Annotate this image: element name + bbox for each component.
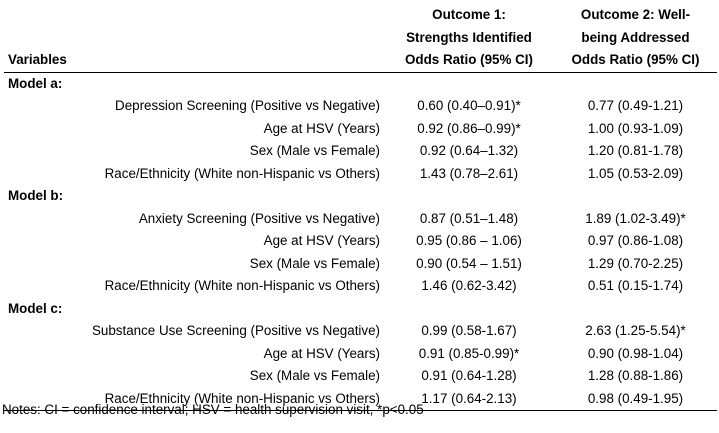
outcome2-value-cell: 0.51 (0.15-1.74) — [587, 278, 684, 293]
table-row: Age at HSV (Years) 0.95 (0.86 – 1.06) 0.97… — [4, 230, 717, 253]
outcome1-value-cell: 0.95 (0.86 – 1.06) — [416, 233, 522, 248]
table-header: Outcome 1: Outcome 2: Well- Strengths Id… — [4, 4, 717, 73]
table-notes: Notes: CI = confidence interval; HSV = h… — [2, 402, 424, 417]
outcome1-value-cell: 0.92 (0.86–0.99)* — [417, 120, 521, 136]
outcome2-value-cell: 0.77 (0.49-1.21) — [587, 98, 684, 113]
outcome1-value-cell: 0.91 (0.64-1.28) — [421, 368, 517, 383]
outcome2-value-cell: 2.63 (1.25-5.54)* — [585, 323, 686, 338]
variable-cell: Race/Ethnicity (White non-Hispanic vs Ot… — [104, 278, 380, 293]
outcome1-value-cell: 1.17 (0.64-2.13) — [384, 387, 554, 411]
header-row-subheadings: Variables Odds Ratio (95% CI) Odds Ratio… — [4, 49, 717, 73]
table-row: Race/Ethnicity (White non-Hispanic vs Ot… — [4, 387, 717, 411]
outcome2-header-line1: Outcome 2: Well- — [580, 7, 691, 22]
table-row: Race/Ethnicity (White non-Hispanic vs Ot… — [4, 275, 717, 298]
outcome2-value-cell: 1.05 (0.53-2.09) — [587, 165, 684, 181]
table-row: Sex (Male vs Female) 0.91 (0.64-1.28) 1.28… — [4, 365, 717, 388]
outcome2-value-cell: 1.89 (1.02-3.49)* — [585, 210, 686, 226]
outcome1-value-cell: 0.60 (0.40–0.91)* — [417, 98, 521, 113]
outcome1-value-cell: 0.90 (0.54 – 1.51) — [416, 255, 522, 271]
table-row: Depression Screening (Positive vs Negati… — [4, 95, 717, 118]
outcome1-value-cell: 1.46 (0.62-3.42) — [421, 278, 517, 293]
variable-cell: Anxiety Screening (Positive vs Negative) — [138, 210, 380, 226]
variable-cell: Age at HSV (Years) — [263, 345, 380, 361]
table-row: Sex (Male vs Female) 0.92 (0.64–1.32) 1.20… — [4, 140, 717, 163]
variable-cell: Sex (Male vs Female) — [249, 368, 380, 383]
outcome2-value-cell: 1.29 (0.70-2.25) — [587, 255, 684, 271]
outcome1-value-cell: 0.87 (0.51–1.48) — [419, 210, 519, 226]
outcome2-value-cell: 0.97 (0.86-1.08) — [587, 233, 684, 248]
table-row: Substance Use Screening (Positive vs Neg… — [4, 320, 717, 343]
outcome2-value-cell: 1.00 (0.93-1.09) — [587, 120, 684, 136]
table-body: Model a: Depression Screening (Positive v… — [4, 72, 717, 411]
model-label: Model a: — [8, 75, 63, 91]
variable-cell: Sex (Male vs Female) — [249, 255, 380, 271]
model-label: Model b: — [8, 188, 64, 203]
odds-ratio-table: Outcome 1: Outcome 2: Well- Strengths Id… — [4, 4, 717, 411]
header-blank-cell — [4, 27, 384, 50]
variables-header: Variables — [4, 49, 384, 73]
variable-cell: Age at HSV (Years) — [263, 233, 380, 248]
outcome1-header-line1: Outcome 1: — [432, 7, 506, 22]
outcome1-value-cell: 1.43 (0.78–2.61) — [419, 165, 519, 181]
outcome1-value-cell: 0.91 (0.85-0.99)* — [418, 345, 520, 361]
variable-cell: Race/Ethnicity (White non-Hispanic vs Ot… — [4, 387, 384, 411]
variable-cell: Substance Use Screening (Positive vs Neg… — [91, 323, 380, 338]
model-row: Model c: — [4, 298, 717, 321]
outcome2-header-line2: being Addressed — [581, 29, 690, 45]
table-row: Age at HSV (Years) 0.91 (0.85-0.99)* 0.90 … — [4, 343, 717, 366]
variable-cell: Race/Ethnicity (White non-Hispanic vs Ot… — [104, 165, 380, 181]
model-label: Model c: — [8, 300, 63, 316]
outcome2-value-cell: 0.98 (0.49-1.95) — [554, 387, 717, 411]
outcome2-odds-ratio-header: Odds Ratio (95% CI) — [554, 49, 717, 73]
outcome2-value-cell: 1.28 (0.88-1.86) — [587, 368, 684, 383]
header-row-outcomes-line1: Outcome 1: Outcome 2: Well- — [4, 4, 717, 27]
model-row: Model a: — [4, 72, 717, 95]
outcome1-value-cell: 0.99 (0.58-1.67) — [421, 323, 517, 338]
variable-cell: Depression Screening (Positive vs Negati… — [115, 98, 380, 113]
table-row: Age at HSV (Years) 0.92 (0.86–0.99)* 1.00 … — [4, 118, 717, 141]
variable-cell: Age at HSV (Years) — [263, 120, 380, 136]
outcome1-header-line2: Strengths Identified — [406, 29, 532, 45]
table-row: Sex (Male vs Female) 0.90 (0.54 – 1.51) 1.… — [4, 253, 717, 276]
outcome1-value-cell: 0.92 (0.64–1.32) — [419, 143, 519, 158]
header-row-outcomes-line2: Strengths Identified being Addressed — [4, 27, 717, 50]
model-row: Model b: — [4, 185, 717, 208]
table-row: Anxiety Screening (Positive vs Negative)… — [4, 208, 717, 231]
variable-cell: Sex (Male vs Female) — [249, 143, 380, 158]
header-blank-cell — [4, 4, 384, 27]
outcome2-value-cell: 1.20 (0.81-1.78) — [587, 143, 684, 158]
outcome2-value-cell: 0.90 (0.98-1.04) — [587, 345, 684, 361]
table-row: Race/Ethnicity (White non-Hispanic vs Ot… — [4, 163, 717, 186]
outcome1-odds-ratio-header: Odds Ratio (95% CI) — [384, 49, 554, 73]
